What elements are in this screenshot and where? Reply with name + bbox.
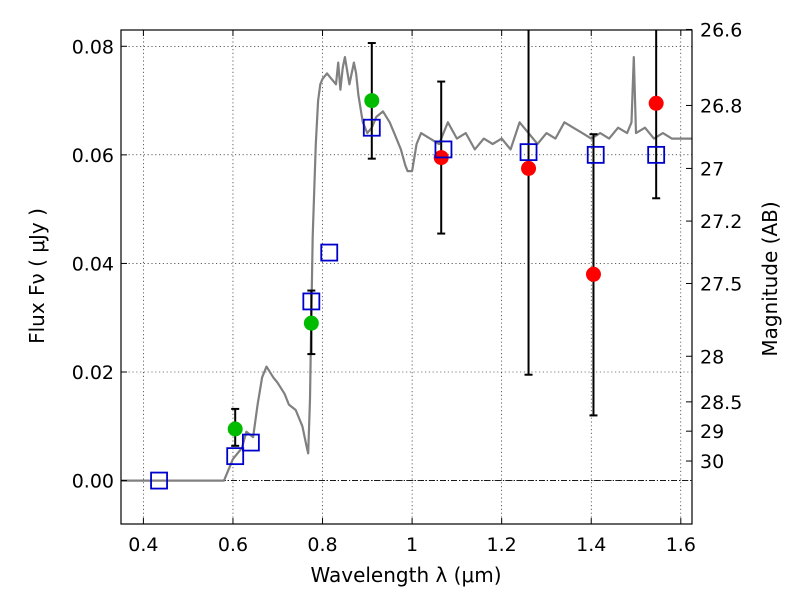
low-snr-error-bar [652, 30, 661, 200]
right-tick-label: 26.6 [700, 19, 742, 41]
low-snr-point [648, 95, 664, 111]
model-flux-box [647, 145, 666, 164]
right-tick-label: 28 [700, 346, 724, 368]
y-tick-label: 0.00 [72, 471, 114, 493]
model-flux-box [519, 143, 538, 162]
sed-model-line [121, 55, 692, 482]
x-tick-label: 1.2 [487, 534, 517, 556]
x-tick-label: 1 [406, 534, 418, 556]
model-flux-box [586, 145, 605, 164]
detection-point [227, 421, 243, 437]
model-flux-box [362, 118, 381, 137]
plot-frame [120, 29, 693, 525]
detection-point [303, 315, 319, 331]
tick-layer: 0.4 0.6 0.8 1 1.2 1.4 1.6 0.00 0.02 0.04 0.06 0.08 2… [72, 19, 743, 556]
x-tick-label: 0.8 [307, 534, 337, 556]
low-snr-point [521, 160, 537, 176]
model-flux-box [302, 292, 321, 311]
grid-layer [121, 30, 692, 524]
low-snr-point [585, 266, 601, 282]
y-tick-label: 0.02 [72, 362, 114, 384]
y-tick-label: 0.06 [72, 145, 114, 167]
right-tick-label: 27.5 [700, 274, 742, 296]
model-flux-box [150, 471, 168, 490]
model-flux-box [320, 243, 339, 262]
y-tick-label: 0.04 [72, 253, 114, 275]
x-tick-label: 0.6 [218, 534, 248, 556]
right-tick-label: 29 [700, 421, 724, 443]
y-tick-label: 0.08 [72, 36, 114, 58]
y-axis-label: Flux Fν ( μJy ) [25, 208, 49, 344]
right-tick-label: 30 [700, 451, 724, 473]
right-tick-label: 26.8 [700, 95, 742, 117]
y-axis-label-right: Magnitude (AB) [758, 201, 782, 356]
model-flux-box [241, 433, 260, 452]
x-axis-label: Wavelength λ (μm) [310, 563, 501, 587]
detection-point [364, 93, 380, 109]
x-tick-label: 0.4 [128, 534, 158, 556]
x-tick-label: 1.4 [576, 534, 606, 556]
plot-layer [121, 30, 692, 490]
right-tick-label: 28.5 [700, 392, 742, 414]
model-flux-box [434, 140, 453, 159]
low-snr-error-bar [524, 30, 533, 376]
model-flux-box [226, 447, 245, 466]
x-tick-label: 1.6 [666, 534, 696, 556]
right-tick-label: 27 [700, 158, 724, 180]
right-tick-label: 27.2 [700, 211, 742, 233]
